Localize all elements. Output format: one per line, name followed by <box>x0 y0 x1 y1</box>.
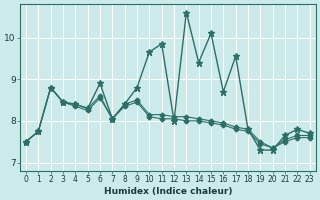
X-axis label: Humidex (Indice chaleur): Humidex (Indice chaleur) <box>104 187 232 196</box>
